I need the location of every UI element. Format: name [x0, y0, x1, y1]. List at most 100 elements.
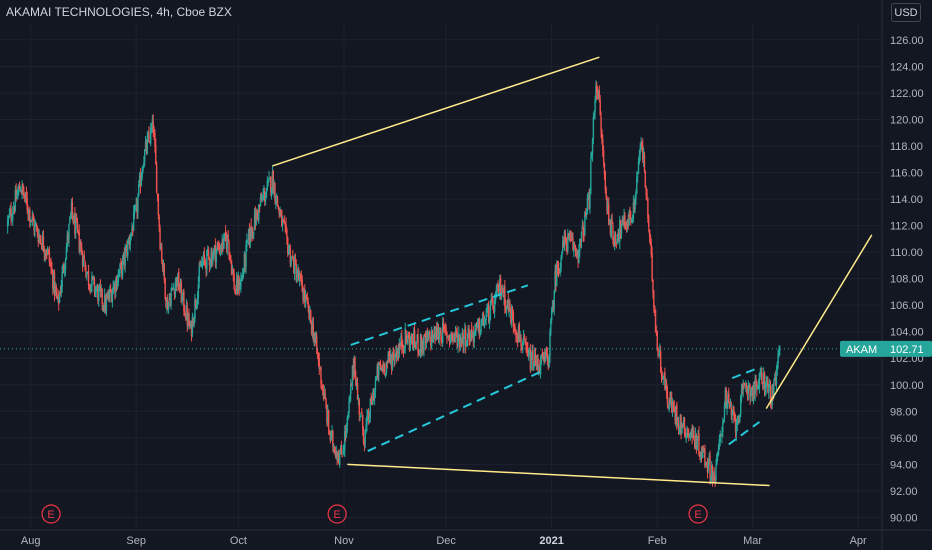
- candle-body: [218, 246, 221, 254]
- candle-body: [243, 253, 246, 271]
- candle-body: [591, 139, 594, 155]
- candle-body: [485, 313, 487, 320]
- candle-body: [275, 202, 277, 204]
- candle-body: [608, 204, 610, 225]
- earnings-label: E: [333, 509, 340, 521]
- candle-body: [688, 433, 690, 435]
- candle-body: [645, 187, 647, 195]
- candle-body: [326, 406, 328, 423]
- candle-body: [673, 407, 675, 410]
- candle-body: [170, 292, 172, 306]
- candle-body: [659, 351, 662, 372]
- candle-body: [110, 292, 113, 302]
- channel-line[interactable]: [731, 367, 757, 380]
- candle-body: [586, 198, 589, 213]
- candle-body: [636, 177, 638, 194]
- candle-body: [497, 284, 499, 289]
- trend-line[interactable]: [347, 463, 770, 487]
- candle-body: [188, 313, 190, 327]
- candle-body: [683, 417, 686, 434]
- candle-body: [211, 252, 213, 264]
- x-tick-label: Aug: [21, 535, 41, 547]
- candle-body: [65, 247, 68, 260]
- candle-body: [722, 422, 724, 433]
- candle-body: [653, 305, 656, 312]
- candle-body: [167, 301, 170, 310]
- candle-body: [42, 236, 45, 250]
- candle-body: [757, 388, 759, 390]
- candle-body: [462, 332, 464, 346]
- candle-body: [240, 278, 242, 287]
- trend-line[interactable]: [765, 234, 873, 410]
- candle-body: [568, 234, 571, 238]
- candle-body: [372, 392, 374, 404]
- candle-body: [585, 213, 588, 215]
- candle-body: [699, 455, 701, 457]
- candle-body: [757, 385, 760, 389]
- candle-body: [149, 140, 151, 143]
- candle-body: [602, 150, 605, 163]
- candle-body: [401, 336, 403, 348]
- price-tag-symbol: AKAM: [846, 344, 877, 356]
- candle-body: [114, 284, 116, 293]
- candle-body: [634, 198, 636, 210]
- channel-line[interactable]: [367, 370, 542, 452]
- candle-body: [283, 220, 286, 224]
- channel-line[interactable]: [728, 421, 760, 446]
- earnings-marker[interactable]: E: [688, 504, 708, 524]
- candle-body: [41, 236, 44, 249]
- candle-body: [557, 267, 560, 271]
- candle-body: [573, 244, 576, 247]
- candle-body: [146, 138, 148, 154]
- earnings-marker[interactable]: E: [41, 504, 61, 524]
- candle-body: [131, 228, 133, 231]
- candle-body: [440, 330, 442, 341]
- candle-body: [234, 290, 236, 293]
- candle-body: [499, 278, 501, 296]
- earnings-marker[interactable]: E: [327, 504, 347, 524]
- candle-body: [318, 358, 320, 370]
- candle-body: [167, 300, 169, 310]
- candle-body: [666, 391, 669, 405]
- trend-line[interactable]: [272, 56, 600, 167]
- candle-body: [494, 294, 497, 302]
- candle-body: [106, 296, 108, 298]
- candle-body: [47, 249, 50, 251]
- candle-body: [232, 271, 234, 276]
- candle-body: [369, 398, 372, 418]
- candle-body: [677, 421, 680, 429]
- candle-body: [774, 378, 777, 384]
- candle-body: [40, 239, 42, 243]
- candle-body: [104, 295, 107, 312]
- candle-body: [176, 277, 178, 286]
- candle-body: [327, 411, 329, 424]
- currency-selector[interactable]: USD: [891, 3, 921, 22]
- candle-body: [643, 154, 646, 171]
- y-tick-label: 122.00: [890, 88, 924, 100]
- candle-body: [21, 184, 23, 193]
- channel-line[interactable]: [350, 284, 529, 346]
- candle-body: [775, 369, 778, 385]
- candle-body: [436, 327, 439, 340]
- candle-body: [98, 288, 100, 301]
- candle-body: [750, 395, 752, 397]
- x-tick-label: Sep: [126, 535, 146, 547]
- candle-body: [762, 373, 765, 388]
- candle-body: [519, 337, 521, 340]
- candle-body: [303, 291, 305, 300]
- candle-body: [159, 228, 161, 249]
- candle-body: [611, 220, 613, 225]
- candle-body: [616, 238, 618, 244]
- candle-body: [687, 430, 689, 432]
- candle-body: [777, 353, 779, 364]
- candle-body: [247, 240, 249, 242]
- candle-body: [164, 277, 166, 299]
- candle-body: [406, 338, 408, 344]
- candle-body: [459, 337, 462, 346]
- candle-body: [351, 365, 354, 386]
- candle-body: [665, 383, 668, 394]
- candle-body: [226, 235, 229, 250]
- y-tick-label: 100.00: [890, 380, 924, 392]
- candle-body: [744, 384, 746, 386]
